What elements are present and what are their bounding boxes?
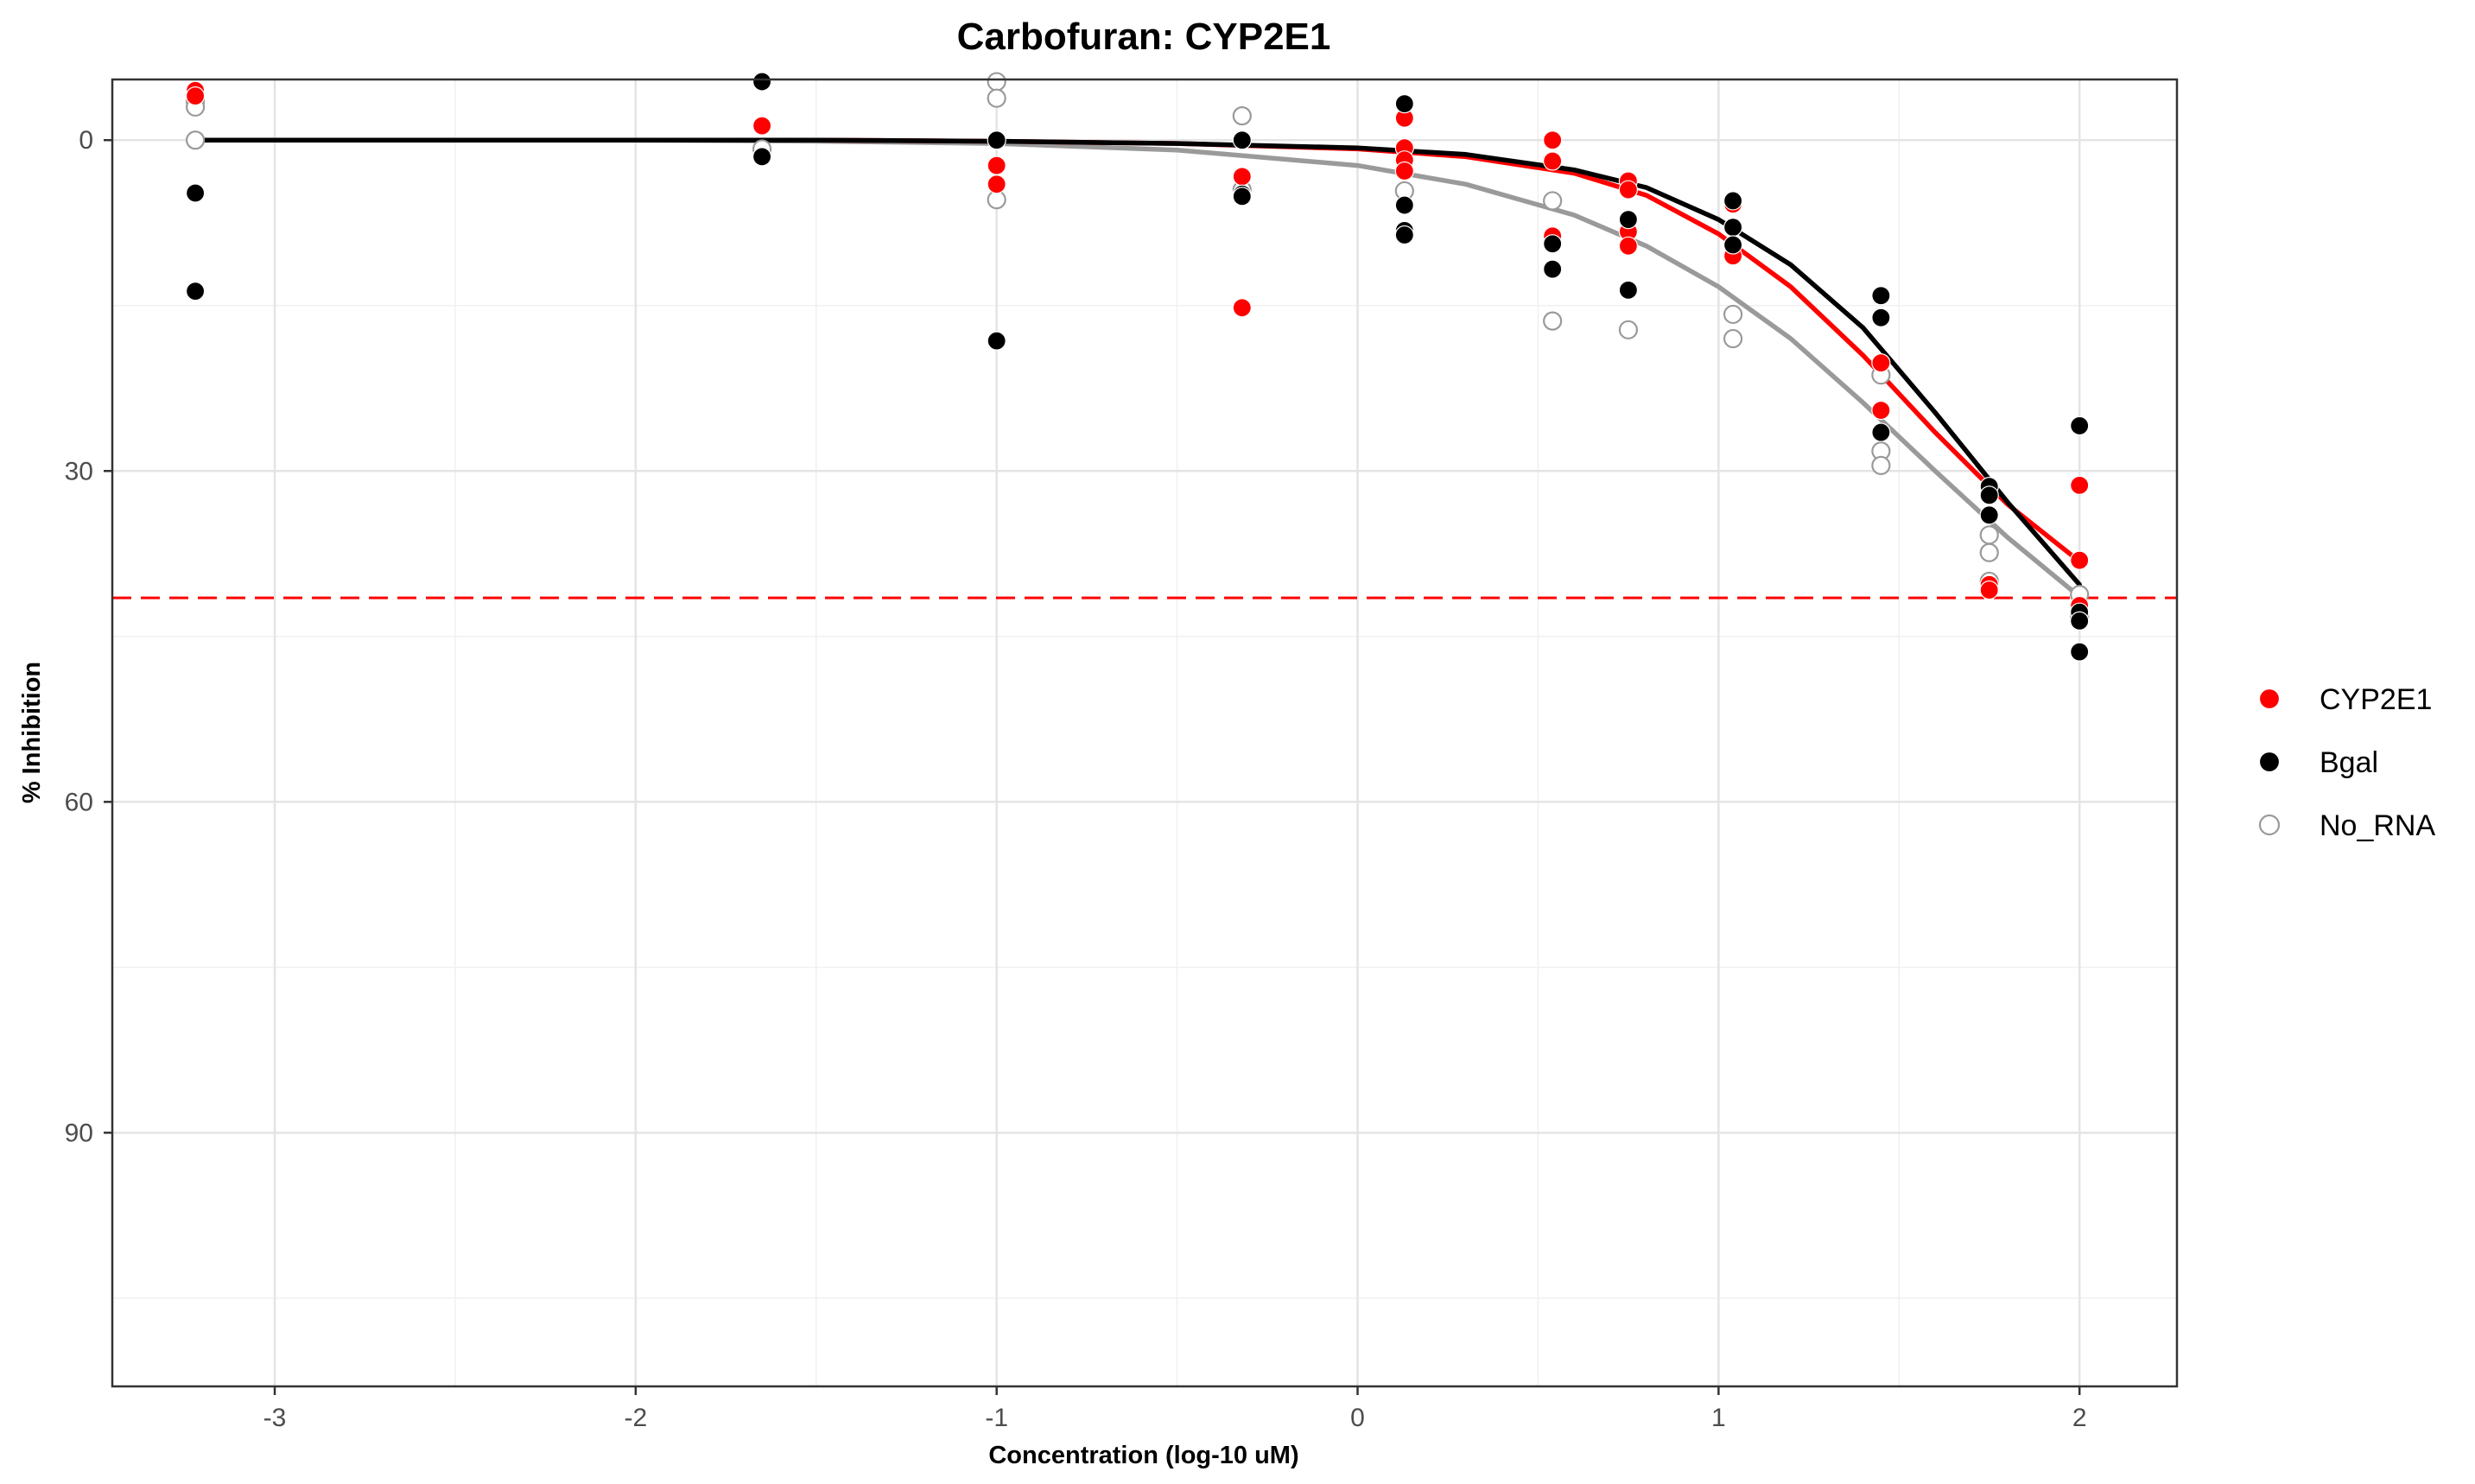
plot-panel-border	[111, 78, 2179, 1388]
data-point-bgal	[1618, 210, 1638, 230]
data-point-cyp2e1	[752, 116, 772, 136]
data-point-cyp2e1	[186, 86, 206, 106]
data-point-cyp2e1	[1394, 161, 1414, 181]
x-tick-label: -1	[985, 1404, 1008, 1432]
grid-layer	[112, 79, 2177, 1386]
legend-key-cyp2e1	[2258, 688, 2281, 710]
data-point-no-rna	[1979, 542, 1999, 562]
data-point-bgal	[2070, 642, 2090, 662]
data-point-bgal	[987, 130, 1006, 150]
data-point-bgal	[1394, 225, 1414, 245]
y-axis-title: % Inhibition	[18, 662, 46, 803]
data-point-cyp2e1	[1618, 180, 1638, 200]
legend-label-cyp2e1: CYP2E1	[2320, 683, 2432, 716]
data-point-bgal	[752, 147, 772, 167]
data-point-cyp2e1	[1232, 298, 1252, 318]
x-tick-label: 2	[2072, 1404, 2087, 1432]
y-tick-label: 0	[79, 126, 93, 155]
data-point-cyp2e1	[1871, 400, 1891, 421]
data-points	[186, 72, 2090, 662]
data-point-bgal	[1723, 191, 1743, 211]
data-point-cyp2e1	[1232, 167, 1252, 187]
data-point-no-rna	[987, 72, 1006, 92]
y-tick-label: 30	[65, 457, 93, 485]
data-point-no-rna	[1723, 328, 1743, 349]
data-point-bgal	[1618, 280, 1638, 300]
legend: CYP2E1 Bgal No_RNA	[2258, 683, 2435, 842]
data-point-bgal	[1723, 217, 1743, 238]
data-point-no-rna	[1871, 455, 1891, 475]
y-tick-label: 90	[65, 1119, 93, 1147]
data-point-no-rna	[1543, 191, 1563, 211]
data-point-bgal	[2070, 611, 2090, 631]
fit-curves	[193, 137, 2082, 599]
x-tick-label: -2	[625, 1404, 648, 1432]
data-point-bgal	[1543, 234, 1563, 254]
y-axis-ticks: 0 30 60 90	[65, 126, 112, 1147]
data-point-cyp2e1	[1618, 236, 1638, 256]
data-point-no-rna	[987, 88, 1006, 108]
data-point-cyp2e1	[2070, 550, 2090, 570]
legend-key-no-rna	[2258, 814, 2281, 836]
data-point-bgal	[1979, 485, 1999, 505]
data-point-bgal	[1232, 130, 1252, 150]
data-point-cyp2e1	[2070, 475, 2090, 495]
data-point-bgal	[1723, 235, 1743, 255]
data-point-bgal	[186, 183, 206, 203]
data-point-bgal	[1871, 308, 1891, 327]
data-point-cyp2e1	[1543, 151, 1563, 171]
data-point-cyp2e1	[1979, 580, 1999, 600]
data-point-cyp2e1	[1543, 130, 1563, 150]
data-point-bgal	[1979, 505, 1999, 525]
data-point-bgal	[1871, 286, 1891, 306]
data-point-bgal	[987, 331, 1006, 351]
data-point-no-rna	[1232, 106, 1252, 126]
legend-label-bgal: Bgal	[2320, 746, 2378, 779]
fit-curve-bgal	[193, 137, 2082, 587]
x-axis-title: Concentration (log-10 uM)	[988, 1442, 1298, 1469]
data-point-bgal	[1394, 93, 1414, 114]
data-point-no-rna	[1979, 525, 1999, 545]
x-tick-label: -3	[263, 1404, 287, 1432]
data-point-bgal	[186, 282, 206, 301]
data-point-bgal	[1232, 187, 1252, 206]
x-tick-label: 0	[1350, 1404, 1365, 1432]
x-tick-label: 1	[1711, 1404, 1726, 1432]
data-point-no-rna	[1723, 304, 1743, 325]
y-tick-label: 60	[65, 788, 93, 816]
data-point-cyp2e1	[987, 155, 1006, 175]
chart-title: Carbofuran: CYP2E1	[957, 16, 1331, 58]
data-point-bgal	[752, 72, 772, 92]
legend-label-no-rna: No_RNA	[2320, 809, 2435, 842]
data-point-no-rna	[1543, 311, 1563, 331]
x-axis-ticks: -3 -2 -1 0 1 2	[263, 1386, 2087, 1432]
data-point-cyp2e1	[1871, 353, 1891, 373]
data-point-no-rna	[1618, 320, 1638, 339]
data-point-bgal	[1543, 259, 1563, 279]
data-point-cyp2e1	[987, 174, 1006, 194]
legend-key-bgal	[2258, 751, 2281, 773]
data-point-bgal	[1871, 422, 1891, 442]
data-point-bgal	[2070, 415, 2090, 436]
data-point-no-rna	[186, 130, 206, 150]
data-point-bgal	[1394, 195, 1414, 215]
